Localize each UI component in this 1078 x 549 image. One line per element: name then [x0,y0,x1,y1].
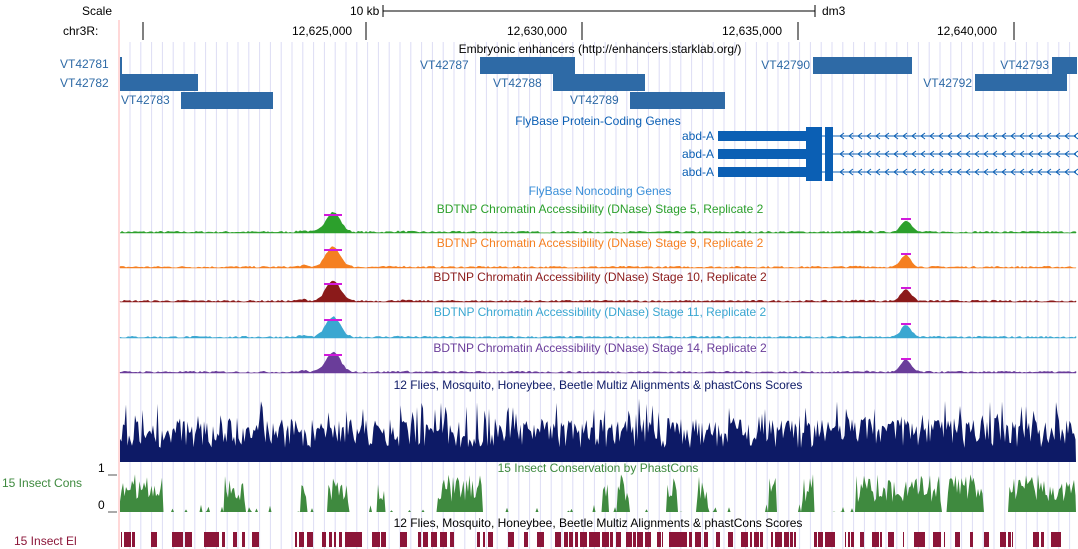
chrom-label: chr3R: [63,24,98,38]
dnase-track[interactable]: BDTNP Chromatin Accessibility (DNase) St… [119,341,1077,374]
guide-lines [129,42,1071,549]
dnase-track-title[interactable]: BDTNP Chromatin Accessibility (DNase) St… [437,202,764,216]
ruler-ticks [365,22,1015,40]
dnase-track-title[interactable]: BDTNP Chromatin Accessibility (DNase) St… [433,341,767,355]
position-12625000: 12,625,000 [292,24,352,38]
phastcons-axis-min: 0 [98,498,105,512]
phastcons-side-label[interactable]: 15 Insect Cons [2,476,82,490]
genes-track-title[interactable]: FlyBase Protein-Coding Genes [515,114,680,128]
dnase-track[interactable]: BDTNP Chromatin Accessibility (DNase) St… [119,202,1077,234]
enhancer-block[interactable] [630,92,725,109]
elements-track-title[interactable]: 12 Flies, Mosquito, Honeybee, Beetle Mul… [394,516,803,530]
position-12635000: 12,635,000 [722,24,782,38]
gene-label[interactable]: abd-A [682,165,714,179]
enhancer-block[interactable] [120,57,122,74]
enhancer-block[interactable] [480,57,575,74]
enhancer-block[interactable] [181,92,273,109]
position-12640000: 12,640,000 [937,24,997,38]
gene-model-abd-a[interactable]: abd-A [682,145,1078,163]
phastcons-wiggle [120,474,1076,512]
enhancer-features[interactable]: VT42781 VT42782 VT42783 VT42787 VT42788 VT427… [60,57,1077,109]
scale-label: Scale [82,4,112,18]
noncoding-track-title[interactable]: FlyBase Noncoding Genes [529,184,672,198]
gene-label[interactable]: abd-A [682,129,714,143]
enhancers-track-title[interactable]: Embryonic enhancers (http://enhancers.st… [459,42,742,56]
elements-side-label[interactable]: 15 Insect El [14,534,77,548]
scale-value: 10 kb [350,4,380,18]
enhancer-label[interactable]: VT42792 [923,76,972,90]
enhancer-label[interactable]: VT42788 [493,76,542,90]
enhancer-block[interactable] [1052,57,1077,74]
enhancer-block[interactable] [120,74,198,91]
phastcons-axis-max: 1 [98,461,105,475]
enhancer-label[interactable]: VT42783 [121,93,170,107]
enhancer-block[interactable] [553,74,645,91]
dnase-track[interactable]: BDTNP Chromatin Accessibility (DNase) St… [119,270,1077,303]
dnase-track-title[interactable]: BDTNP Chromatin Accessibility (DNase) St… [434,305,767,319]
gene-label[interactable]: abd-A [682,147,714,161]
enhancer-label[interactable]: VT42787 [420,58,469,72]
dnase-track[interactable]: BDTNP Chromatin Accessibility (DNase) St… [119,305,1077,339]
conserved-elements [121,532,1061,547]
enhancer-label[interactable]: VT42793 [1000,58,1049,72]
position-12630000: 12,630,000 [507,24,567,38]
enhancer-label[interactable]: VT42782 [60,76,109,90]
dnase-tracks[interactable]: BDTNP Chromatin Accessibility (DNase) St… [119,202,1077,374]
gene-model-abd-a[interactable]: abd-A [682,127,1078,145]
dnase-track[interactable]: BDTNP Chromatin Accessibility (DNase) St… [119,236,1077,269]
enhancer-block[interactable] [975,74,1067,91]
dnase-track-title[interactable]: BDTNP Chromatin Accessibility (DNase) St… [433,270,767,284]
phastcons-track-title[interactable]: 15 Insect Conservation by PhastCons [498,461,699,475]
assembly-label: dm3 [822,4,846,18]
scale-bar [382,5,816,17]
enhancer-label[interactable]: VT42789 [570,93,619,107]
enhancer-block[interactable] [813,57,912,74]
multiz-conservation-wiggle [120,398,1076,462]
gene-model-abd-a[interactable]: abd-A [682,163,1078,181]
enhancer-label[interactable]: VT42790 [761,58,810,72]
enhancer-label[interactable]: VT42781 [60,57,109,71]
multiz-track-title[interactable]: 12 Flies, Mosquito, Honeybee, Beetle Mul… [394,378,803,392]
gene-models[interactable]: abd-A abd-A abd-A [682,127,1078,181]
dnase-track-title[interactable]: BDTNP Chromatin Accessibility (DNase) St… [437,236,764,250]
